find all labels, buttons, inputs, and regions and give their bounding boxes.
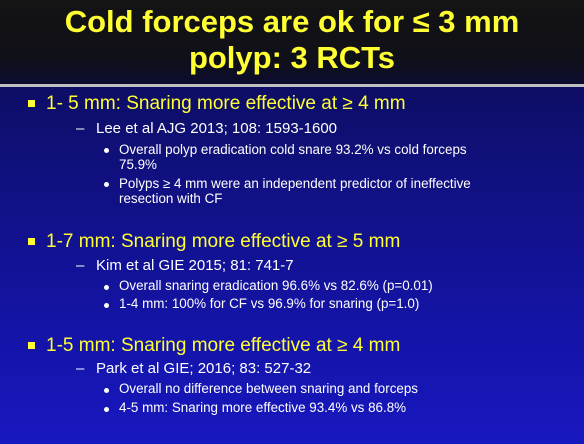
square-bullet-icon [28, 342, 35, 349]
dash-bullet-icon: – [76, 360, 85, 377]
point-line: Polyps ≥ 4 mm were an independent predic… [119, 176, 471, 191]
citation: Kim et al GIE 2015; 81: 741-7 [96, 257, 294, 274]
title-bar: Cold forceps are ok for ≤ 3 mm polyp: 3 … [0, 0, 584, 84]
point-line: Overall snaring eradication 96.6% vs 82.… [119, 278, 433, 293]
slide-title-line-1: Cold forceps are ok for ≤ 3 mm [64, 4, 520, 39]
dot-bullet-icon [104, 182, 109, 187]
point: Polyps ≥ 4 mm were an independent predic… [119, 176, 564, 206]
dot-bullet-icon [104, 388, 109, 393]
square-bullet-icon [28, 238, 35, 245]
square-bullet-icon [28, 100, 35, 107]
section-heading: 1- 5 mm: Snaring more effective at ≥ 4 m… [46, 93, 406, 114]
citation: Lee et al AJG 2013; 108: 1593-1600 [96, 120, 338, 137]
section-heading: 1-5 mm: Snaring more effective at ≥ 4 mm [46, 335, 401, 356]
point-line: 1-4 mm: 100% for CF vs 96.9% for snaring… [119, 296, 420, 311]
slide-title-line-2: polyp: 3 RCTs [188, 40, 396, 75]
title-divider [0, 84, 584, 87]
point-line: 75.9% [119, 157, 157, 172]
point-line: 4-5 mm: Snaring more effective 93.4% vs … [119, 400, 407, 415]
dot-bullet-icon [104, 285, 109, 290]
point-line: Overall polyp eradication cold snare 93.… [119, 142, 467, 157]
point: 4-5 mm: Snaring more effective 93.4% vs … [119, 400, 564, 415]
dot-bullet-icon [104, 303, 109, 308]
dot-bullet-icon [104, 407, 109, 412]
dot-bullet-icon [104, 148, 109, 153]
point: Overall snaring eradication 96.6% vs 82.… [119, 278, 564, 293]
point: Overall polyp eradication cold snare 93.… [119, 142, 564, 172]
citation: Park et al GIE; 2016; 83: 527-32 [96, 360, 312, 377]
slide-title: Cold forceps are ok for ≤ 3 mm polyp: 3 … [0, 4, 584, 76]
point-line: resection with CF [119, 191, 223, 206]
section-heading: 1-7 mm: Snaring more effective at ≥ 5 mm [46, 231, 401, 252]
point: 1-4 mm: 100% for CF vs 96.9% for snaring… [119, 296, 564, 311]
point-line: Overall no difference between snaring an… [119, 381, 418, 396]
dash-bullet-icon: – [76, 120, 85, 137]
point: Overall no difference between snaring an… [119, 381, 564, 396]
dash-bullet-icon: – [76, 257, 85, 274]
